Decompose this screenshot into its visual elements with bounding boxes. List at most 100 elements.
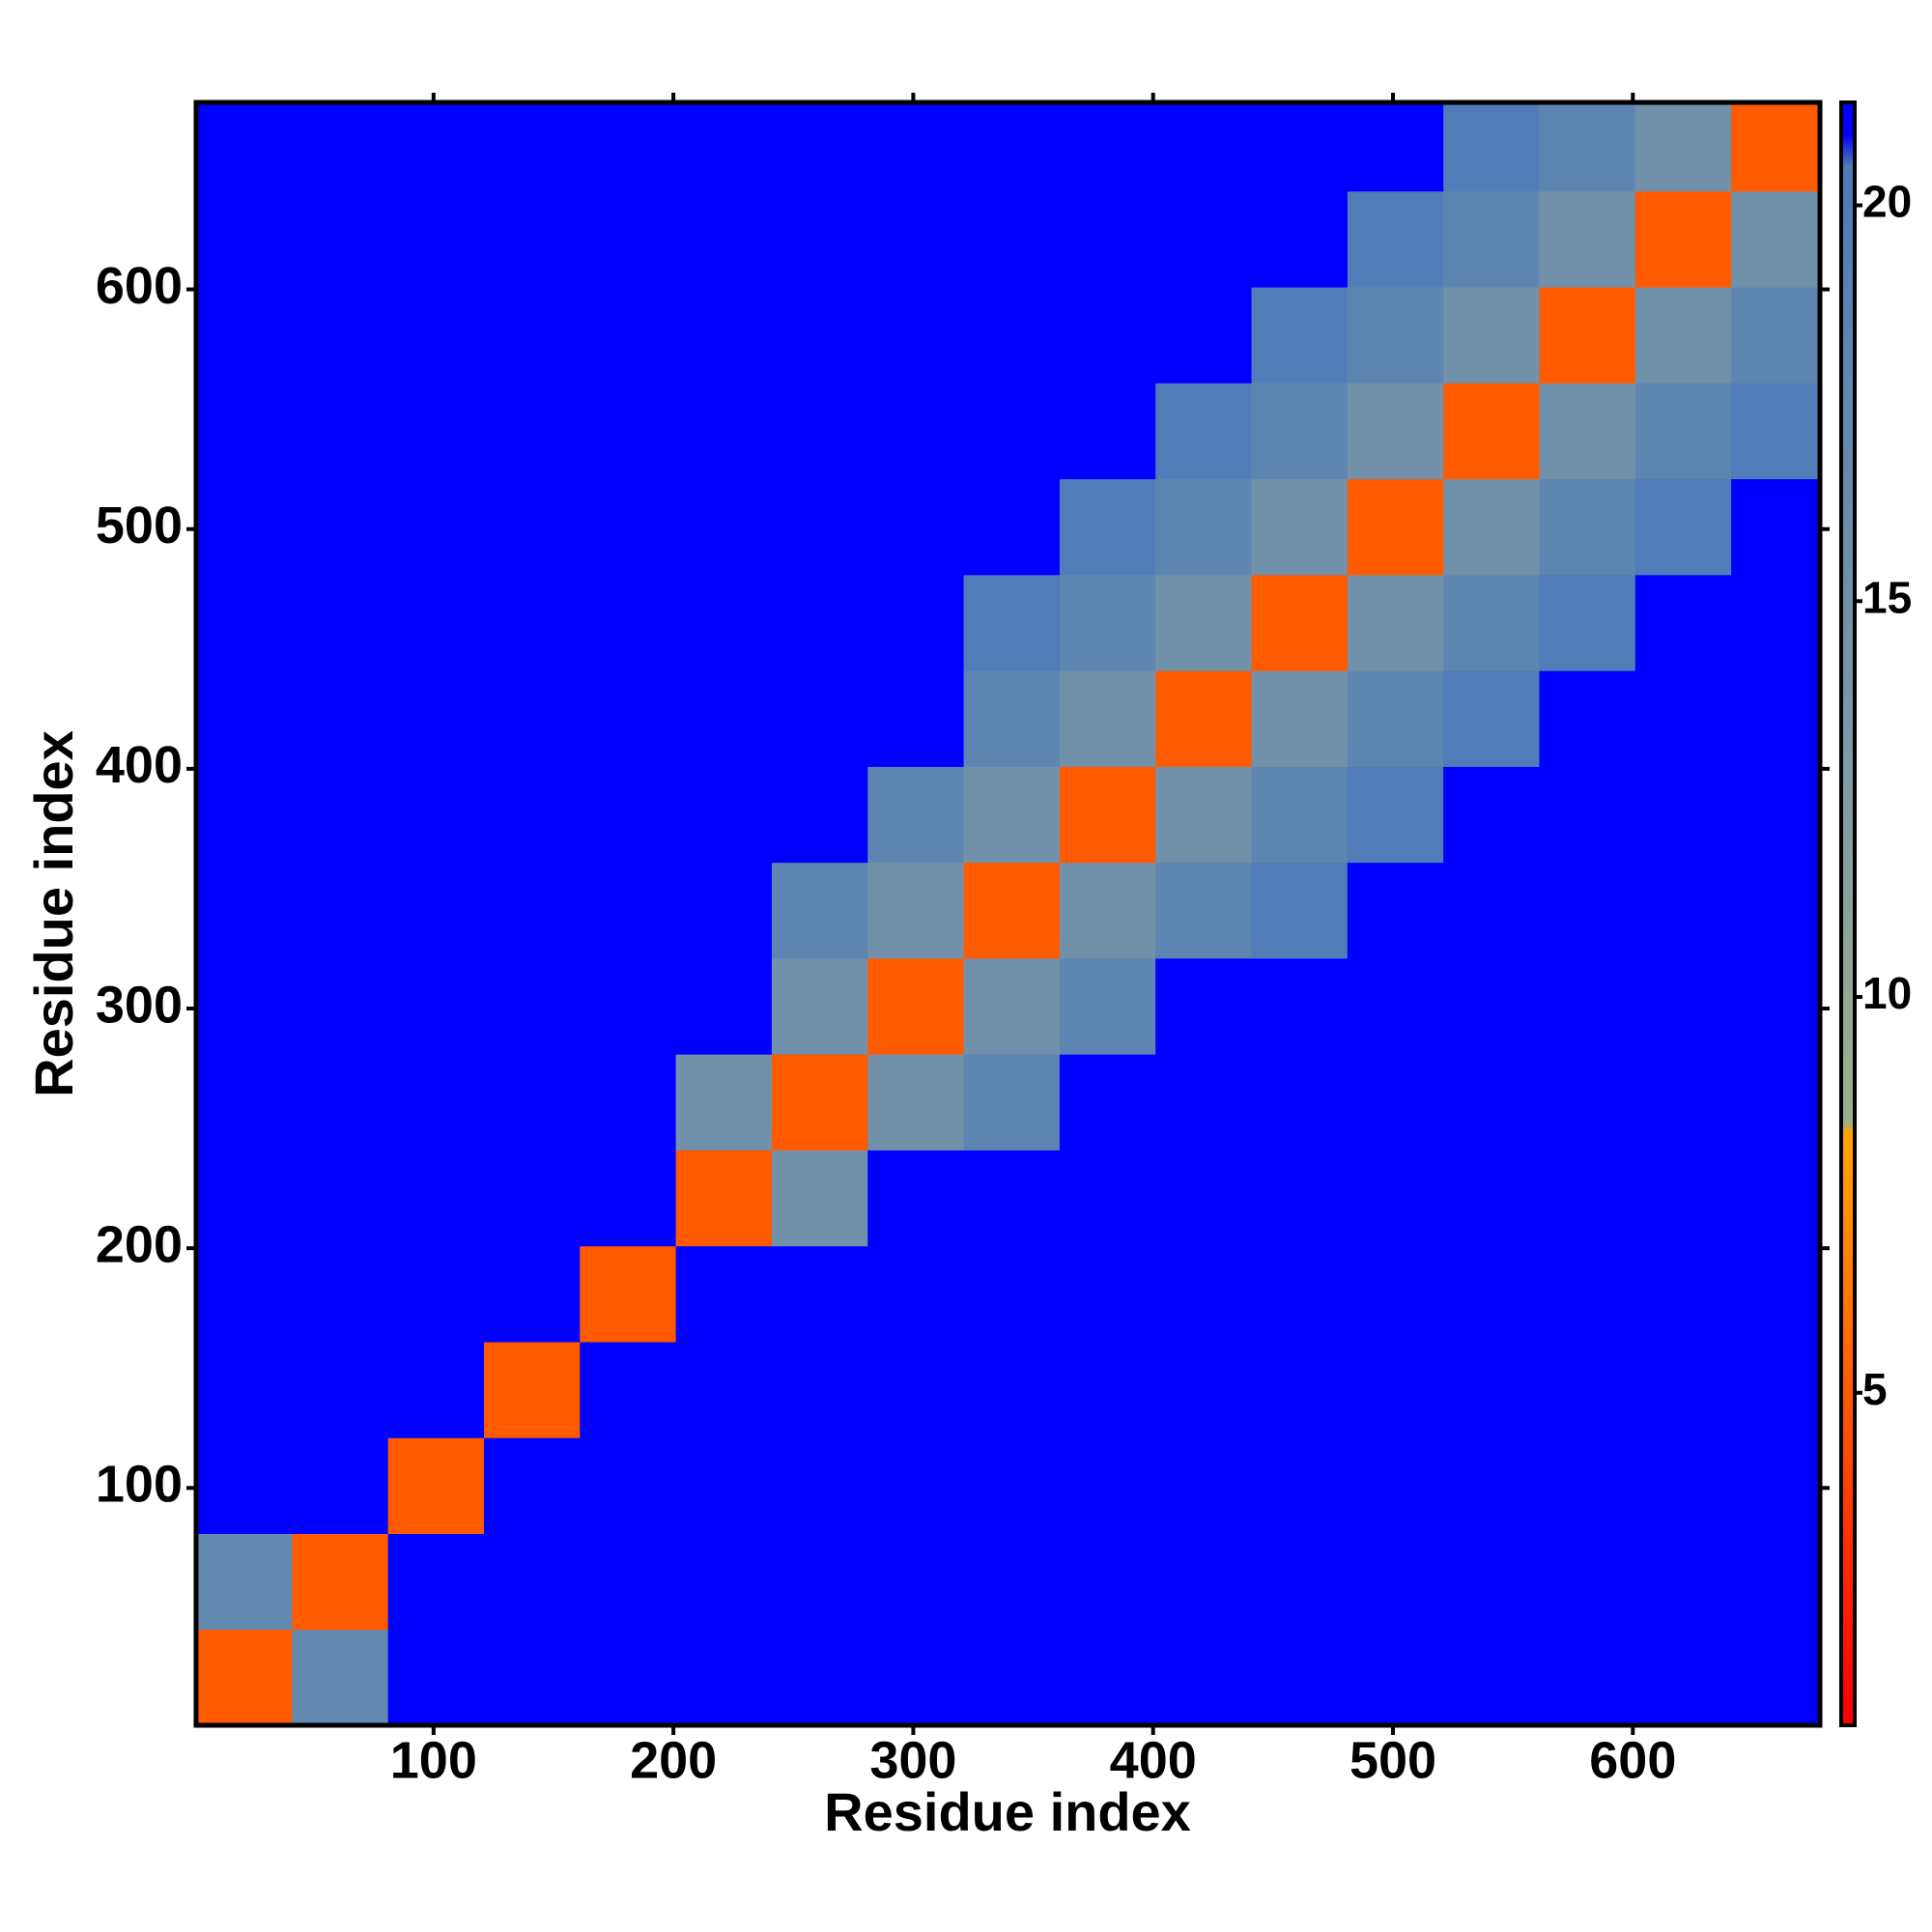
heatmap-cell <box>1059 478 1156 576</box>
heatmap-cell <box>196 287 293 384</box>
heatmap-cell <box>1155 1054 1253 1151</box>
heatmap-cell <box>867 1533 965 1631</box>
heatmap-cell <box>771 478 868 576</box>
heatmap-cell <box>580 670 677 767</box>
heatmap-cell <box>1347 190 1444 288</box>
heatmap-cell <box>771 766 868 864</box>
heatmap-cell <box>292 766 389 864</box>
heatmap-cell <box>675 190 773 288</box>
heatmap-cell <box>1731 766 1821 864</box>
heatmap-cell <box>1539 1437 1636 1534</box>
heatmap-cell <box>387 1150 485 1247</box>
heatmap-cell <box>580 766 677 864</box>
heatmap-cell <box>1731 670 1821 767</box>
colorbar-tick-label: 10 <box>1862 968 1912 1018</box>
heatmap-cell <box>963 1054 1061 1151</box>
heatmap-cell <box>867 574 965 671</box>
x-tick-label: 200 <box>630 1731 717 1789</box>
heatmap-cell <box>1731 1629 1821 1726</box>
heatmap-cell <box>675 478 773 576</box>
heatmap-cell <box>292 1629 389 1726</box>
heatmap-cell <box>1634 102 1732 192</box>
x-tick-label: 600 <box>1589 1731 1676 1789</box>
heatmap-cell <box>867 766 965 864</box>
heatmap-cell <box>675 670 773 767</box>
heatmap-cell <box>1251 1629 1349 1726</box>
colorbar <box>1839 100 1857 1727</box>
heatmap-cell <box>483 1629 581 1726</box>
heatmap-cell <box>1251 766 1349 864</box>
heatmap-cell <box>771 670 868 767</box>
heatmap-cell <box>1634 1150 1732 1247</box>
heatmap-cell <box>387 102 485 192</box>
heatmap-cell <box>1155 766 1253 864</box>
heatmap-cell <box>1155 670 1253 767</box>
heatmap-cell <box>675 1150 773 1247</box>
heatmap-cell <box>771 1054 868 1151</box>
heatmap-cell <box>292 862 389 959</box>
heatmap-cell <box>1251 1150 1349 1247</box>
colorbar-tick-label: 15 <box>1862 572 1912 622</box>
heatmap-cell <box>1634 478 1732 576</box>
heatmap-cell <box>196 1150 293 1247</box>
heatmap-cell <box>1347 102 1444 192</box>
heatmap-cell <box>963 478 1061 576</box>
heatmap-cell <box>580 1054 677 1151</box>
heatmap-cell <box>1251 1341 1349 1438</box>
heatmap-cell <box>1443 1054 1540 1151</box>
heatmap-cell <box>771 1341 868 1438</box>
heatmap-cell <box>1731 574 1821 671</box>
heatmap-cell <box>387 670 485 767</box>
heatmap-cell <box>387 1437 485 1534</box>
heatmap-cell <box>483 574 581 671</box>
heatmap-cell <box>771 957 868 1055</box>
heatmap-cell <box>771 1245 868 1343</box>
heatmap-cell <box>1251 287 1349 384</box>
heatmap-cell <box>580 383 677 480</box>
heatmap-cell <box>771 1629 868 1726</box>
heatmap-cell <box>963 1150 1061 1247</box>
heatmap-cell <box>867 102 965 192</box>
heatmap-cell <box>196 862 293 959</box>
heatmap-cell <box>867 957 965 1055</box>
heatmap-cell <box>580 1437 677 1534</box>
heatmap-cell <box>1059 1054 1156 1151</box>
heatmap-cell <box>483 102 581 192</box>
heatmap-cell <box>771 102 868 192</box>
heatmap-cell <box>675 766 773 864</box>
heatmap-cell <box>1059 1245 1156 1343</box>
heatmap-cell <box>1539 1054 1636 1151</box>
heatmap-cell <box>1347 1245 1444 1343</box>
heatmap-cell <box>1251 862 1349 959</box>
heatmap-cell <box>483 957 581 1055</box>
heatmap-cell <box>1251 1054 1349 1151</box>
heatmap-cell <box>867 670 965 767</box>
heatmap-cell <box>963 1245 1061 1343</box>
heatmap-cell <box>387 1054 485 1151</box>
heatmap-cell <box>580 1533 677 1631</box>
heatmap-cell <box>1539 1629 1636 1726</box>
heatmap-cell <box>1634 862 1732 959</box>
y-tick-label: 100 <box>96 1456 183 1514</box>
heatmap-cell <box>1059 190 1156 288</box>
heatmap-cell <box>1443 670 1540 767</box>
heatmap-cell <box>1443 766 1540 864</box>
heatmap-cell <box>867 862 965 959</box>
heatmap-cell <box>1634 957 1732 1055</box>
heatmap-cell <box>771 574 868 671</box>
heatmap-cell <box>1059 1150 1156 1247</box>
heatmap-cell <box>1347 957 1444 1055</box>
heatmap-cell <box>196 1054 293 1151</box>
heatmap-cell <box>1155 1341 1253 1438</box>
heatmap-cell <box>963 1341 1061 1438</box>
heatmap-cell <box>1539 1341 1636 1438</box>
heatmap-cell <box>1347 862 1444 959</box>
heatmap-cell <box>675 383 773 480</box>
heatmap-cell <box>1251 1437 1349 1534</box>
heatmap-cell <box>1539 1150 1636 1247</box>
heatmap-cell <box>292 1054 389 1151</box>
heatmap-cell <box>1059 102 1156 192</box>
heatmap-cell <box>1634 383 1732 480</box>
heatmap-cell <box>196 1629 293 1726</box>
heatmap-cell <box>196 1245 293 1343</box>
